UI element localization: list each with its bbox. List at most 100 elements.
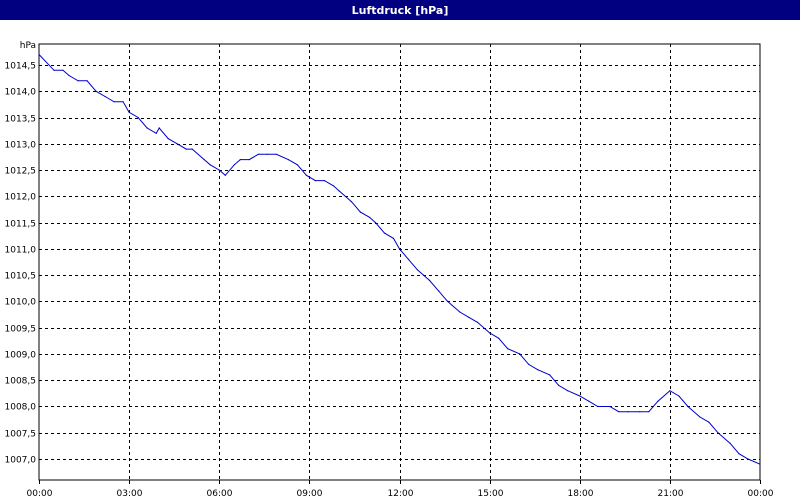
data-point xyxy=(618,411,620,413)
data-point xyxy=(729,442,731,444)
data-point xyxy=(477,321,479,323)
data-point xyxy=(266,153,268,155)
chart-title-bar: Luftdruck [hPa] xyxy=(0,0,800,20)
y-tick-label: 1009,5 xyxy=(5,325,37,335)
data-point xyxy=(374,222,377,224)
data-point xyxy=(350,201,352,203)
data-point xyxy=(86,80,88,82)
data-point xyxy=(428,279,431,281)
y-tick-label: 1010,0 xyxy=(5,298,37,308)
x-tick-time-label: 09:00 xyxy=(297,489,323,499)
data-point xyxy=(296,164,298,166)
y-axis-ticks: 1014,5 1014,0 1013,5 1013,0 1012,5 1012,0 1011… xyxy=(5,62,37,466)
data-point xyxy=(113,101,115,103)
x-tick-time-label: 00:00 xyxy=(27,489,53,499)
data-point xyxy=(203,159,205,161)
data-point xyxy=(338,190,340,192)
data-point xyxy=(747,458,749,460)
data-point xyxy=(155,132,157,134)
data-point xyxy=(669,390,671,392)
y-tick-label: 1010,5 xyxy=(5,272,37,282)
data-point xyxy=(699,416,701,418)
data-point xyxy=(708,421,710,423)
x-tick-time-label: 00:00 xyxy=(748,489,774,499)
y-tick-label: 1013,5 xyxy=(5,115,37,125)
data-point xyxy=(287,159,289,161)
data-point xyxy=(459,311,461,313)
data-point xyxy=(627,411,629,413)
data-point xyxy=(275,153,277,155)
data-point xyxy=(717,432,719,434)
data-point xyxy=(549,374,551,376)
y-tick-label: 1009,0 xyxy=(5,351,37,361)
data-point xyxy=(323,180,325,182)
data-point xyxy=(239,159,241,161)
data-point xyxy=(305,174,307,176)
y-tick-label: 1007,0 xyxy=(5,456,37,466)
data-point xyxy=(128,111,130,113)
y-tick-label: 1012,0 xyxy=(5,193,37,203)
grid-lines xyxy=(39,44,760,480)
data-point xyxy=(332,185,334,187)
data-point xyxy=(519,353,521,355)
data-point xyxy=(77,80,79,82)
data-point xyxy=(392,237,395,239)
data-point xyxy=(224,174,226,176)
x-tick-time-label: 03:00 xyxy=(117,489,143,499)
data-point xyxy=(359,211,361,213)
plot-background xyxy=(38,43,761,481)
data-point xyxy=(122,101,124,103)
chart-title: Luftdruck [hPa] xyxy=(351,3,449,17)
data-point xyxy=(678,395,680,397)
y-tick-label: 1008,5 xyxy=(5,377,37,387)
y-axis-unit-label: hPa xyxy=(20,41,36,51)
y-tick-label: 1012,5 xyxy=(5,167,37,177)
data-point xyxy=(588,400,590,402)
data-point xyxy=(738,453,740,455)
x-tick-time-label: 06:00 xyxy=(207,489,233,499)
data-point xyxy=(567,390,569,392)
data-point xyxy=(104,95,106,98)
data-point xyxy=(248,159,250,161)
data-point xyxy=(167,138,169,140)
data-point xyxy=(639,411,641,413)
data-point xyxy=(648,411,650,413)
y-tick-label: 1008,0 xyxy=(5,403,37,413)
data-point xyxy=(368,216,371,218)
data-point xyxy=(191,148,193,150)
data-point xyxy=(507,348,509,350)
data-point xyxy=(759,463,761,465)
data-point xyxy=(687,405,689,408)
y-tick-label: 1014,0 xyxy=(5,88,37,98)
data-point xyxy=(558,384,560,386)
data-point xyxy=(579,395,581,397)
data-point xyxy=(489,332,491,334)
data-point xyxy=(176,143,178,145)
data-point xyxy=(468,316,470,318)
data-point xyxy=(314,180,316,182)
x-axis-ticks: 00:0005.08.2103:0005.08.2106:0005.08.210… xyxy=(27,480,774,499)
data-point xyxy=(53,69,55,71)
data-point xyxy=(209,164,211,166)
x-tick-time-label: 18:00 xyxy=(568,489,594,499)
data-point xyxy=(233,164,235,166)
y-tick-label: 1011,0 xyxy=(5,246,37,256)
x-tick-time-label: 12:00 xyxy=(388,489,414,499)
data-point xyxy=(657,400,659,402)
data-point xyxy=(158,127,160,129)
data-point xyxy=(609,405,611,408)
x-tick-time-label: 15:00 xyxy=(478,489,504,499)
data-point xyxy=(383,232,386,234)
y-tick-label: 1013,0 xyxy=(5,141,37,151)
chart-plot: 1014,5 1014,0 1013,5 1013,0 1012,5 1012,0 1011… xyxy=(5,41,774,499)
data-point xyxy=(38,53,40,56)
data-point xyxy=(498,337,500,339)
data-point xyxy=(62,69,64,71)
data-point xyxy=(398,248,401,250)
data-point xyxy=(137,116,139,119)
data-point xyxy=(528,363,530,365)
data-point xyxy=(597,405,599,408)
data-point xyxy=(447,300,449,302)
data-point xyxy=(218,169,220,171)
data-point xyxy=(438,290,440,292)
